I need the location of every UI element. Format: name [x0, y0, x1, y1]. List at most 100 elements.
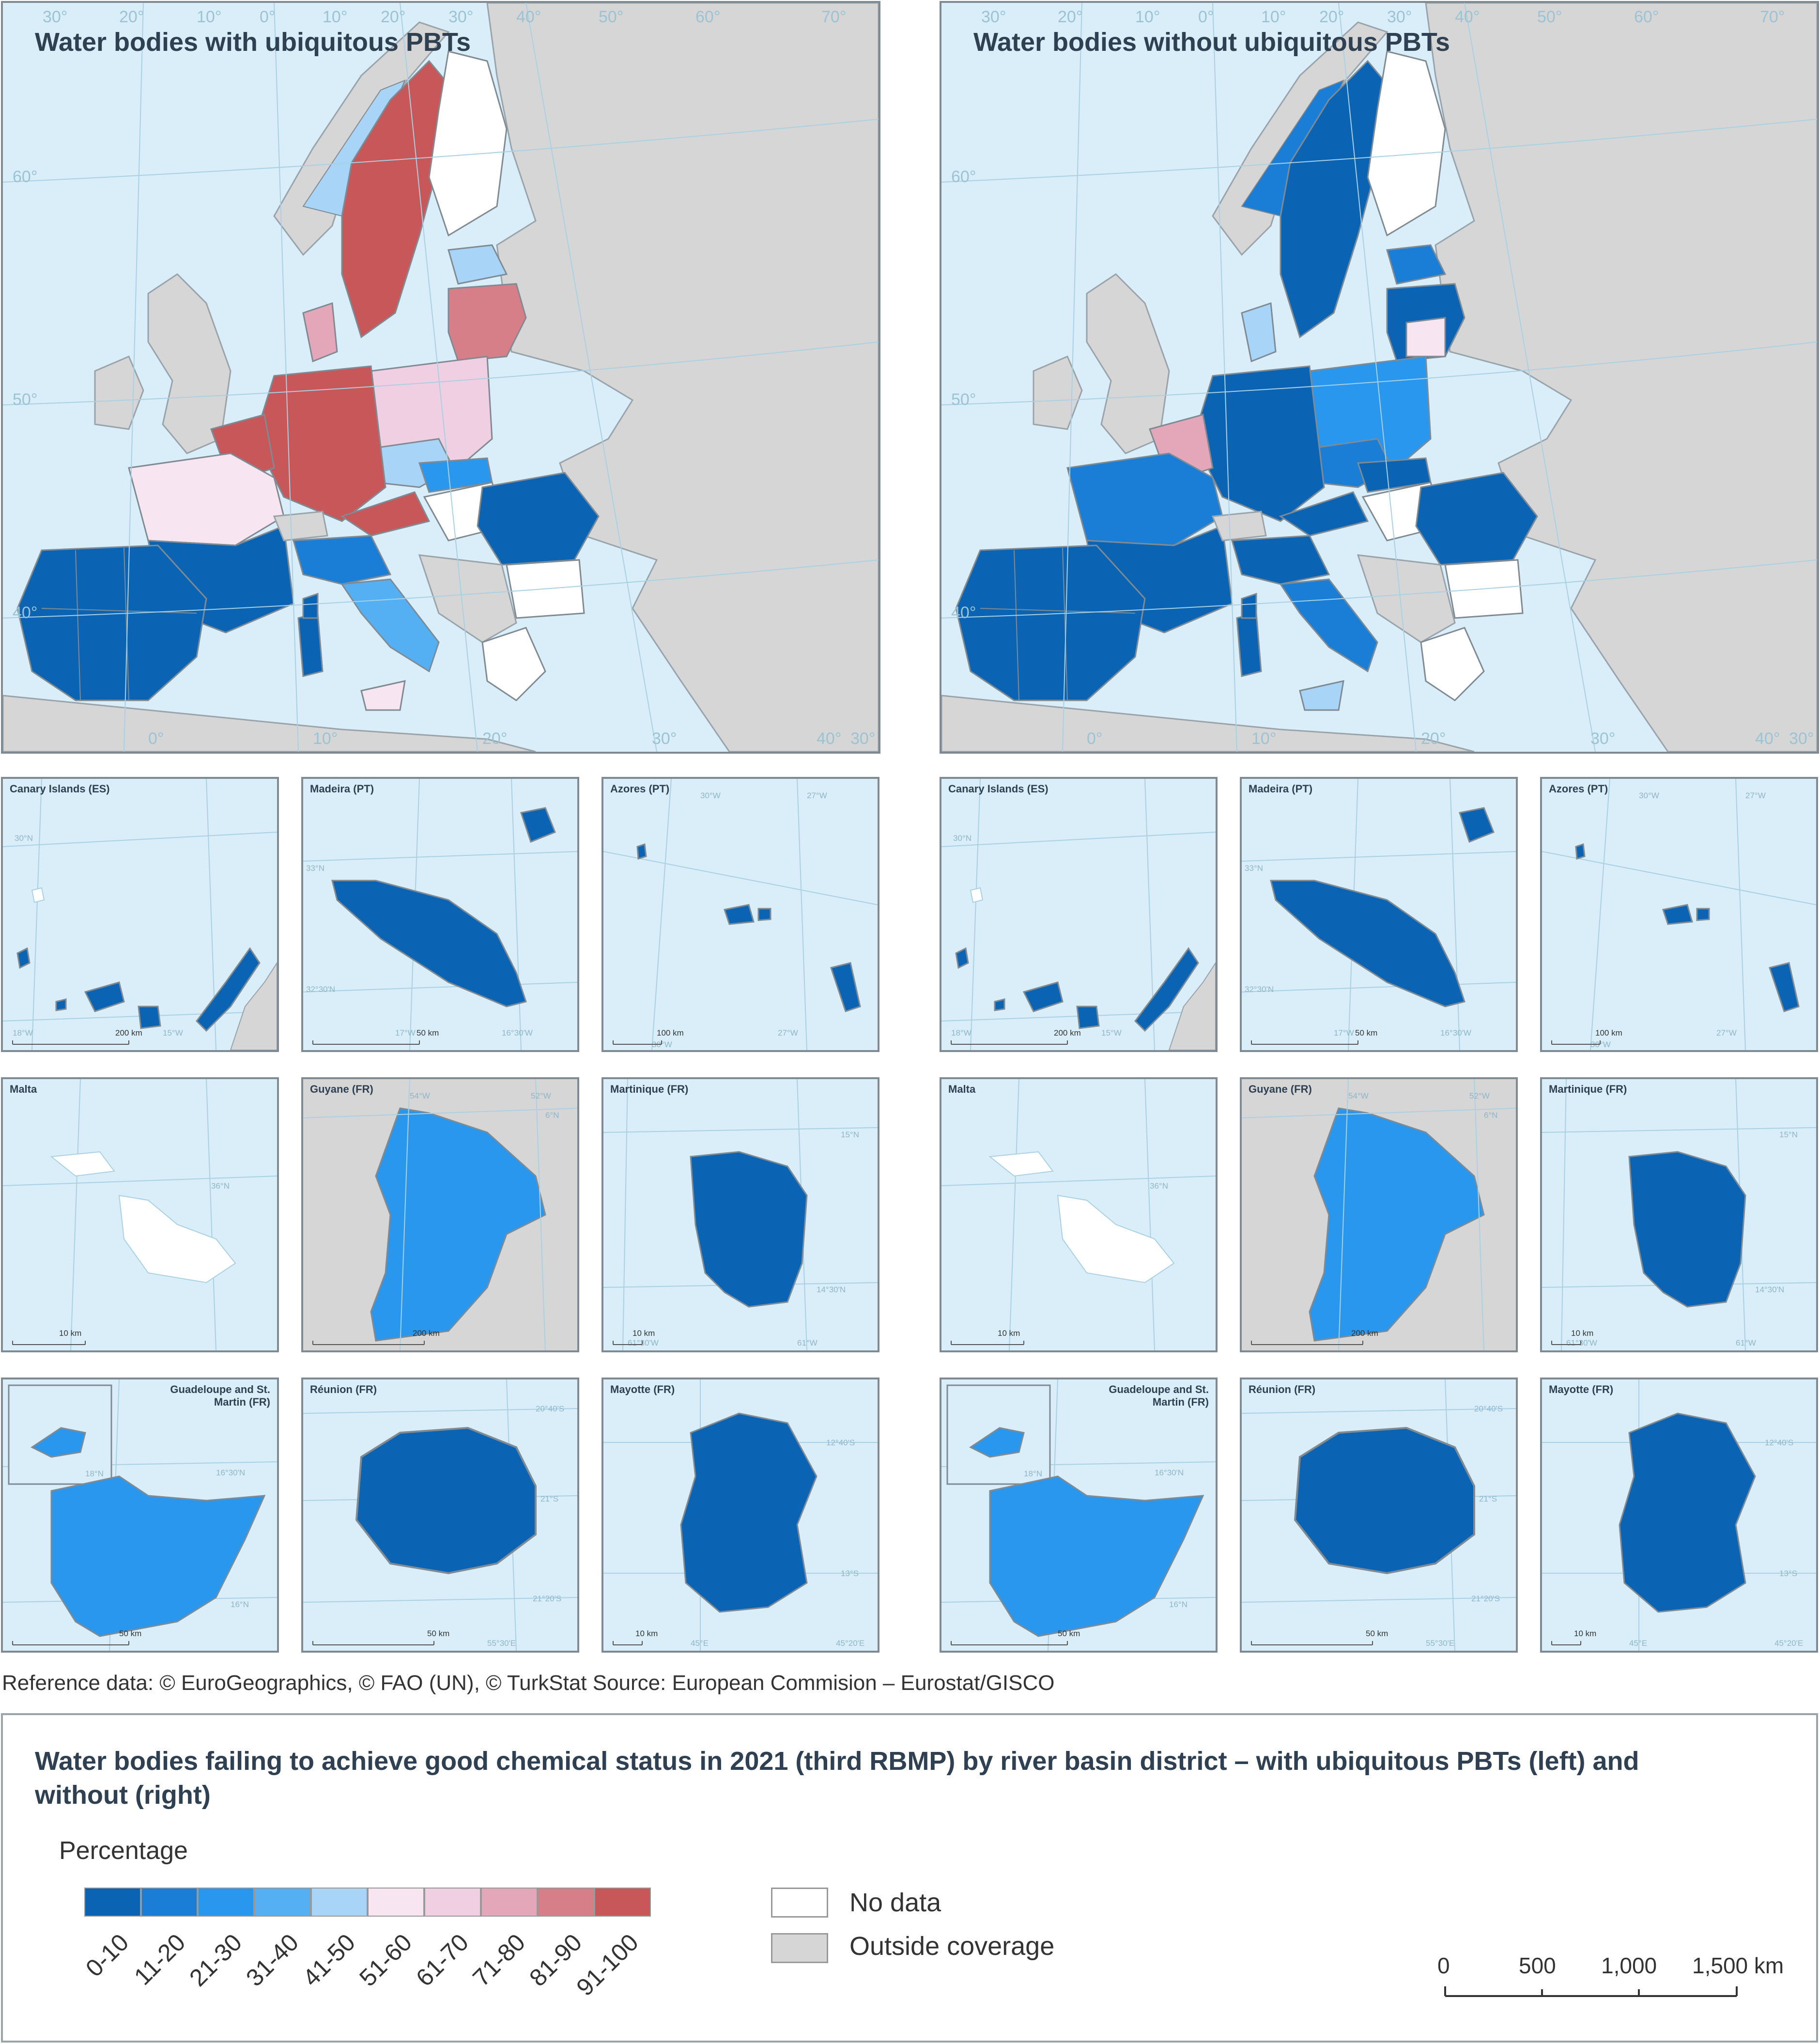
scale-label: 50 km	[416, 1028, 439, 1037]
scale-bar	[312, 1341, 425, 1345]
terceira	[1696, 908, 1710, 921]
graticule-degree-labels: 30° 20° 10° 0° 10° 20° 30° 40° 50° 60° 7…	[13, 8, 875, 748]
tick-label: 6°N	[545, 1111, 559, 1120]
scale-bar	[1251, 1040, 1358, 1045]
scale-bar	[12, 1341, 86, 1345]
deg-label-top-8: 40°	[516, 8, 541, 26]
corsica-rbd	[1241, 592, 1257, 619]
deg-label-bottom-5: 40°	[1755, 729, 1780, 748]
tick-label: 15°N	[841, 1130, 859, 1139]
hierro	[994, 998, 1005, 1011]
inset-guadeloupe-right: 18°N 16°30'N 16°N 50 km Guadeloupe and S…	[940, 1378, 1218, 1653]
legend-class-label: 91-100	[571, 1928, 644, 2001]
tick-label: 16°30'N	[216, 1468, 245, 1477]
tick-label: 14°30'N	[817, 1285, 846, 1294]
mayotte-island	[1619, 1412, 1756, 1613]
tick-label: 33°N	[306, 864, 324, 873]
tick-label: 61°30'W	[628, 1338, 659, 1347]
inset-mayotte-left-canvas: 12°40'S 13°S 45°E 45°20'E 10 km	[603, 1379, 878, 1651]
lithuania-south-rbd	[1405, 317, 1446, 357]
inset-title: Guadeloupe and St. Martin (FR)	[1109, 1383, 1209, 1408]
deg-label-top-8: 40°	[1455, 8, 1480, 26]
graticule	[941, 1079, 1216, 1350]
guyane-territory	[370, 1107, 546, 1342]
tick-label: 61°W	[797, 1338, 817, 1347]
deg-label-left-1: 60°	[13, 168, 37, 186]
estonia-rbd	[447, 244, 508, 285]
scale-bar	[951, 1641, 1068, 1645]
tick-label: 12°40'S	[1765, 1438, 1793, 1447]
outside-coverage-swatch	[771, 1933, 828, 1963]
tick-label: 16°30'W	[502, 1028, 533, 1037]
graticule	[941, 3, 1817, 752]
denmark-rbd	[1241, 302, 1277, 363]
inset-madeira-left: 33°N 32°30'N 17°W 16°30'W 50 km Madeira …	[301, 777, 579, 1052]
legend-title: Water bodies failing to achieve good che…	[35, 1747, 1639, 1810]
deg-label-top-5: 10°	[1261, 8, 1286, 26]
inset-guadeloupe-right-canvas: 18°N 16°30'N 16°N 50 km	[941, 1379, 1216, 1651]
deg-label-top-7: 30°	[448, 8, 473, 26]
legend-class-label: 0-10	[80, 1928, 134, 1982]
austria-rbd	[340, 491, 431, 537]
iberia-inner-borders	[41, 547, 197, 701]
la-gomera	[970, 887, 984, 903]
tick-label: 27°W	[807, 791, 827, 800]
guadeloupe-island	[989, 1475, 1204, 1637]
tick-label: 18°N	[85, 1469, 104, 1478]
inset-martinique-left-canvas: 15°N 14°30'N 61°30'W 61°W 10 km	[603, 1079, 878, 1350]
st-martin-inset-frame	[946, 1384, 1051, 1485]
tick-label: 30°W	[652, 1040, 672, 1049]
la-palma	[955, 947, 969, 969]
legend-swatch-91-100	[594, 1888, 651, 1917]
scale-label: 10 km	[1574, 1629, 1596, 1638]
finland-rbd	[1367, 50, 1446, 237]
scale-label-500: 500	[1519, 1953, 1556, 1978]
tick-label: 20°40'S	[1474, 1404, 1503, 1413]
inset-mayotte-right: 12°40'S 13°S 45°E 45°20'E 10 km Mayotte …	[1540, 1378, 1818, 1653]
scale-label: 200 km	[1054, 1028, 1081, 1037]
inset-martinique-right-canvas: 15°N 14°30'N 61°30'W 61°W 10 km	[1542, 1079, 1816, 1350]
tenerife	[1022, 981, 1064, 1012]
tick-label: 30°W	[1590, 1040, 1611, 1049]
deg-label-top-1: 30°	[43, 8, 67, 26]
inset-madeira-left-canvas: 33°N 32°30'N 17°W 16°30'W 50 km	[303, 779, 577, 1050]
scale-bar	[312, 1641, 434, 1645]
italy-north-rbd	[293, 535, 392, 585]
deg-label-top-7: 30°	[1387, 8, 1412, 26]
deg-label-top-4: 0°	[260, 8, 276, 26]
outside-coverage-label: Outside coverage	[849, 1932, 1055, 1961]
scale-label: 10 km	[59, 1329, 81, 1338]
scale-bar	[613, 1641, 643, 1645]
inset-reunion-right: 20°40'S 21°S 21°20'S 55°30'E 50 km Réuni…	[1240, 1378, 1518, 1653]
deg-label-top-5: 10°	[323, 8, 347, 26]
graticule	[1242, 779, 1516, 1050]
iberia-rbd	[955, 544, 1146, 701]
greece-rbd	[481, 627, 546, 701]
iberia-rbd	[16, 544, 207, 701]
north-africa-landmass	[3, 695, 536, 752]
tick-label: 16°N	[1169, 1600, 1188, 1609]
scale-bar	[12, 1641, 129, 1645]
st-martin-island	[31, 1427, 86, 1458]
tick-label: 52°W	[1469, 1091, 1490, 1100]
deg-label-top-3: 10°	[1135, 8, 1160, 26]
outside-coverage-area	[486, 3, 879, 752]
uk-landmass	[147, 273, 231, 454]
scale-bar	[613, 1040, 662, 1045]
scale-label: 200 km	[1351, 1329, 1378, 1338]
inset-malta-right: 36°N 10 km Malta	[940, 1077, 1218, 1352]
graticule	[1542, 779, 1816, 1050]
graticule	[603, 779, 878, 1050]
latvia-lithuania-rbd	[447, 283, 527, 362]
graticule-degree-labels: 30° 20° 10° 0° 10° 20° 30° 40° 50° 60° 7…	[951, 8, 1814, 748]
deg-label-top-9: 50°	[599, 8, 623, 26]
austria-rbd	[1279, 491, 1369, 537]
legend-class-label: 11-20	[128, 1928, 191, 1991]
tick-label: 14°30'N	[1755, 1285, 1784, 1294]
inset-title: Réunion (FR)	[1249, 1383, 1316, 1395]
legend-subtitle: Percentage	[59, 1837, 188, 1865]
legend-class-label: 31-40	[241, 1928, 304, 1992]
estonia-rbd	[1386, 244, 1447, 285]
tick-label: 30°W	[1639, 791, 1659, 800]
legend-swatch-21-30	[198, 1888, 254, 1917]
